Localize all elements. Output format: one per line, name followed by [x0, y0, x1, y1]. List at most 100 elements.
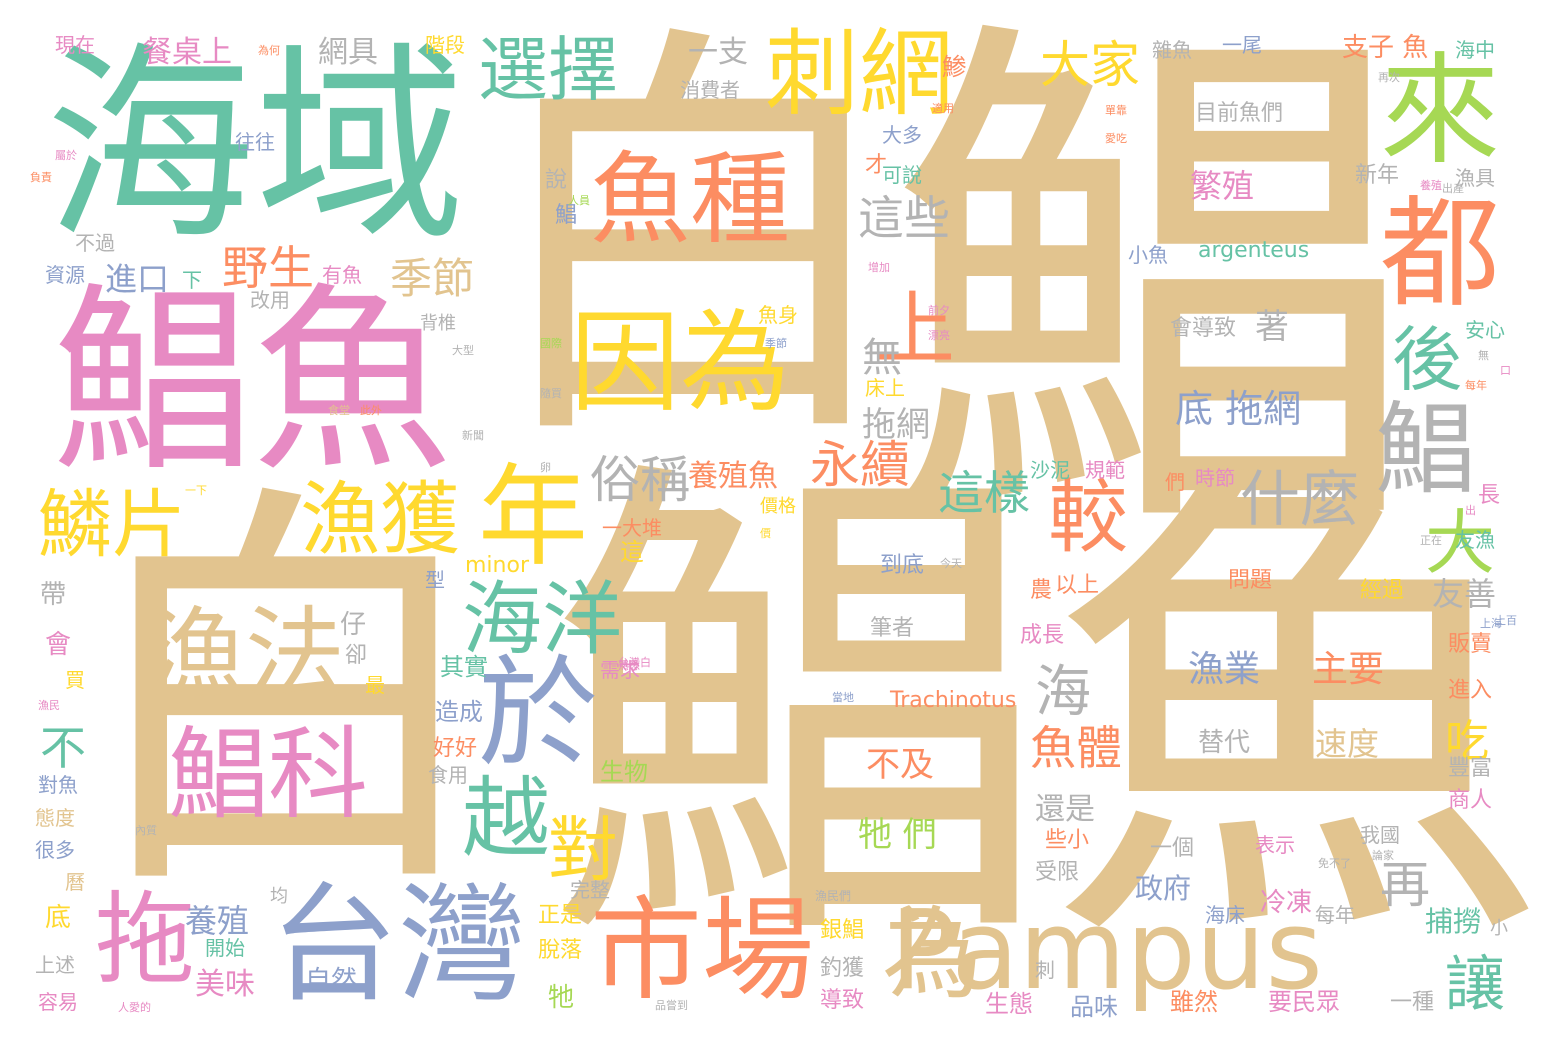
- cloud-word: 豐富: [1448, 756, 1493, 781]
- cloud-word: 容易: [38, 990, 78, 1014]
- cloud-word: 底 拖網: [1175, 387, 1302, 431]
- cloud-word: 上: [875, 283, 955, 376]
- cloud-word: 受限: [1035, 860, 1080, 885]
- cloud-word: minor: [465, 553, 529, 578]
- cloud-word: 一個: [1150, 836, 1195, 861]
- cloud-word: 要民眾: [1268, 988, 1340, 1016]
- cloud-word: 著: [1255, 307, 1289, 347]
- cloud-word: 單靠: [1105, 104, 1127, 117]
- cloud-word: 脫落: [538, 938, 583, 963]
- cloud-word: Pampus: [890, 886, 1323, 1014]
- cloud-word: 一支: [688, 35, 748, 70]
- cloud-word: 生物: [600, 758, 648, 786]
- cloud-word: 造成: [435, 698, 483, 726]
- cloud-word: Trachinotus: [890, 688, 1017, 713]
- cloud-word: 後: [1392, 319, 1462, 401]
- cloud-word: 適用: [932, 102, 954, 115]
- cloud-word: 消費者: [680, 78, 740, 102]
- cloud-word: 一種: [1390, 990, 1435, 1015]
- cloud-word: 國際: [540, 337, 562, 350]
- cloud-word: 下: [182, 268, 202, 292]
- cloud-word: 支子 魚: [1342, 33, 1429, 63]
- cloud-word: 鯵: [942, 53, 966, 81]
- cloud-word: 海洋: [462, 573, 622, 666]
- cloud-word: 態度: [35, 806, 75, 830]
- cloud-word: 卻: [345, 643, 368, 668]
- cloud-word: 成長: [1020, 623, 1065, 648]
- cloud-word: 再: [1380, 856, 1430, 914]
- cloud-word: 無: [862, 335, 902, 381]
- cloud-word: 很多: [35, 838, 75, 862]
- cloud-word: 我國: [1360, 823, 1400, 847]
- cloud-word: 速度: [1315, 725, 1380, 763]
- cloud-word: 價格: [760, 496, 796, 517]
- cloud-word: 導致: [820, 988, 865, 1013]
- cloud-word: 大家: [1040, 36, 1140, 94]
- cloud-word: 對: [548, 809, 618, 891]
- cloud-word: 季節: [390, 254, 475, 303]
- cloud-word: 會導致: [1170, 316, 1237, 341]
- cloud-word: 前夕: [928, 304, 950, 317]
- cloud-word: 一大堆: [602, 516, 662, 540]
- cloud-word: 美味: [195, 967, 255, 1002]
- cloud-word: 對魚: [38, 773, 78, 797]
- cloud-word: 需求: [600, 658, 640, 682]
- cloud-word: 當地: [832, 691, 854, 704]
- cloud-word: 食用: [428, 763, 468, 787]
- cloud-word: 友漁: [1455, 528, 1495, 552]
- cloud-word: 每年: [1465, 379, 1487, 392]
- cloud-word: 野生: [222, 241, 314, 295]
- cloud-word: 養殖魚: [688, 459, 778, 494]
- cloud-word: 上海: [1480, 617, 1502, 630]
- cloud-word: 沙泥: [1030, 458, 1070, 482]
- cloud-word: 魚體: [1030, 721, 1122, 775]
- cloud-word: 改用: [250, 288, 290, 312]
- cloud-word: 會: [45, 630, 72, 660]
- cloud-word: 市場: [590, 886, 814, 1016]
- cloud-word: 長: [1478, 483, 1501, 508]
- cloud-word: 有魚: [322, 263, 362, 287]
- cloud-word: 鯧魚: [52, 266, 453, 499]
- cloud-word: 負責: [30, 171, 52, 184]
- cloud-word: 們: [1165, 470, 1185, 494]
- cloud-word: 底: [45, 903, 72, 933]
- cloud-word: 目前魚們: [1195, 101, 1284, 126]
- cloud-word: 每年: [1315, 903, 1355, 927]
- cloud-word: 銀鯧: [820, 918, 865, 943]
- cloud-word: 才: [865, 153, 888, 178]
- cloud-word: 最: [365, 673, 385, 697]
- cloud-word: 拖: [95, 881, 195, 998]
- cloud-word: 新聞: [462, 429, 484, 442]
- cloud-word: 鯧: [555, 203, 578, 228]
- cloud-word: 鱗片: [38, 482, 186, 568]
- cloud-word: 台灣: [270, 871, 527, 1020]
- cloud-word: 隨買: [540, 387, 562, 400]
- cloud-word: 帶: [40, 580, 67, 610]
- cloud-word: 到底: [880, 553, 925, 578]
- cloud-word: 鯧: [885, 0, 1415, 595]
- cloud-word: 床上: [865, 376, 905, 400]
- cloud-word: 季節: [765, 337, 787, 350]
- cloud-word: 主要: [1312, 649, 1385, 690]
- cloud-word: 一下: [185, 484, 207, 497]
- cloud-word: 海域: [45, 24, 466, 269]
- cloud-word: 網具: [318, 35, 378, 70]
- cloud-word: 筆者: [870, 616, 915, 641]
- cloud-word: 出: [1465, 504, 1476, 517]
- cloud-word: 較: [1048, 471, 1128, 564]
- cloud-word: 開始: [205, 936, 245, 960]
- cloud-word: 人員: [568, 194, 590, 207]
- cloud-word: 牠: [548, 983, 575, 1013]
- cloud-word: 今天: [940, 557, 962, 570]
- cloud-word: 替代: [1198, 728, 1251, 758]
- cloud-word: 這些: [858, 191, 950, 245]
- cloud-word: 漁民們: [815, 889, 852, 903]
- cloud-word: 時節: [1195, 466, 1235, 490]
- cloud-word: 價: [760, 527, 771, 540]
- cloud-word: 因為: [570, 299, 790, 427]
- cloud-word: 表示: [1255, 833, 1295, 857]
- cloud-word: 無: [1478, 349, 1489, 362]
- cloud-word: 漁民: [38, 699, 60, 712]
- cloud-word: 卵: [540, 461, 551, 474]
- cloud-word: 都: [1380, 185, 1500, 324]
